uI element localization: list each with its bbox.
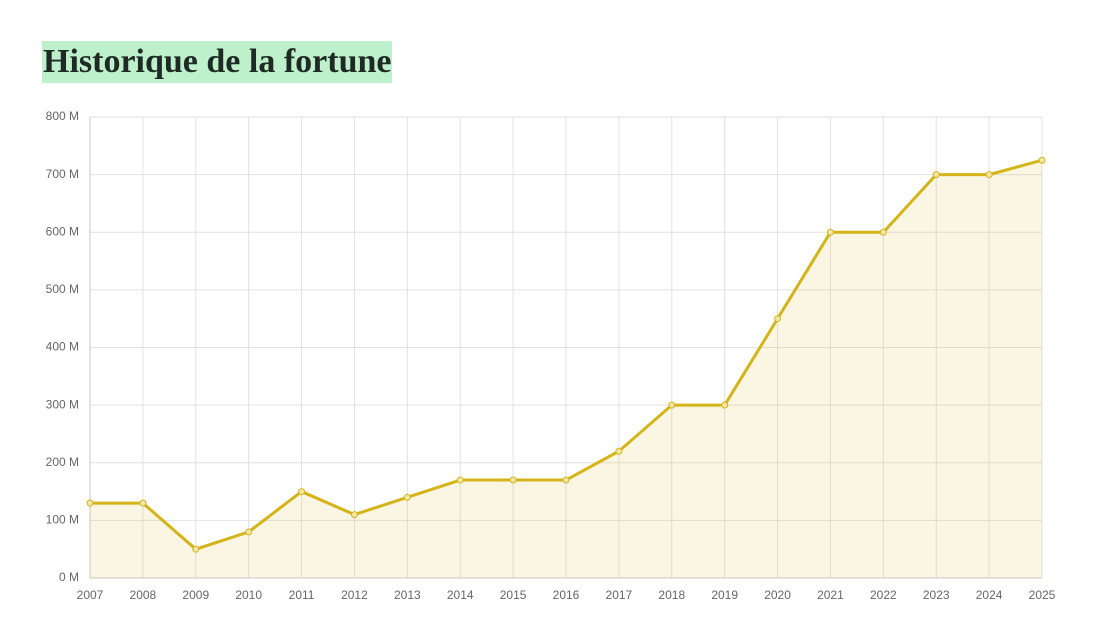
x-tick-label: 2012 — [341, 588, 368, 602]
y-tick-label: 800 M — [46, 109, 79, 123]
point — [509, 476, 517, 484]
x-tick-label: 2020 — [764, 588, 791, 602]
point — [985, 171, 993, 179]
x-tick-label: 2025 — [1029, 588, 1056, 602]
point — [615, 447, 623, 455]
y-tick-label: 500 M — [46, 282, 79, 296]
point — [192, 545, 200, 553]
x-tick-label: 2016 — [553, 588, 580, 602]
point — [932, 171, 940, 179]
y-tick-label: 200 M — [46, 455, 79, 469]
area — [90, 160, 1042, 578]
point — [721, 401, 729, 409]
point — [879, 228, 887, 236]
point — [774, 315, 782, 323]
x-tick-label: 2008 — [130, 588, 157, 602]
x-tick-label: 2019 — [711, 588, 738, 602]
x-tick-label: 2023 — [923, 588, 950, 602]
point — [350, 511, 358, 519]
x-tick-label: 2010 — [235, 588, 262, 602]
x-tick-label: 2015 — [500, 588, 527, 602]
point — [668, 401, 676, 409]
point — [403, 493, 411, 501]
x-tick-label: 2022 — [870, 588, 897, 602]
point — [1038, 156, 1046, 164]
x-tick-label: 2018 — [658, 588, 685, 602]
y-tick-label: 700 M — [46, 167, 79, 181]
x-tick-label: 2007 — [77, 588, 104, 602]
x-tick-label: 2013 — [394, 588, 421, 602]
y-tick-label: 0 M — [59, 570, 79, 584]
point — [139, 499, 147, 507]
x-tick-label: 2009 — [182, 588, 209, 602]
point — [826, 228, 834, 236]
x-tick-label: 2011 — [289, 588, 315, 602]
chart-title: Historique de la fortune — [42, 41, 393, 83]
y-tick-label: 400 M — [46, 340, 79, 354]
y-tick-label: 600 M — [46, 224, 79, 238]
point — [245, 528, 253, 536]
x-tick-label: 2021 — [817, 588, 844, 602]
y-tick-label: 300 M — [46, 397, 79, 411]
y-tick-label: 100 M — [46, 513, 79, 527]
point — [86, 499, 94, 507]
point — [298, 488, 306, 496]
point — [456, 476, 464, 484]
x-tick-label: 2014 — [447, 588, 474, 602]
point — [562, 476, 570, 484]
x-tick-label: 2024 — [976, 588, 1003, 602]
x-tick-label: 2017 — [606, 588, 633, 602]
